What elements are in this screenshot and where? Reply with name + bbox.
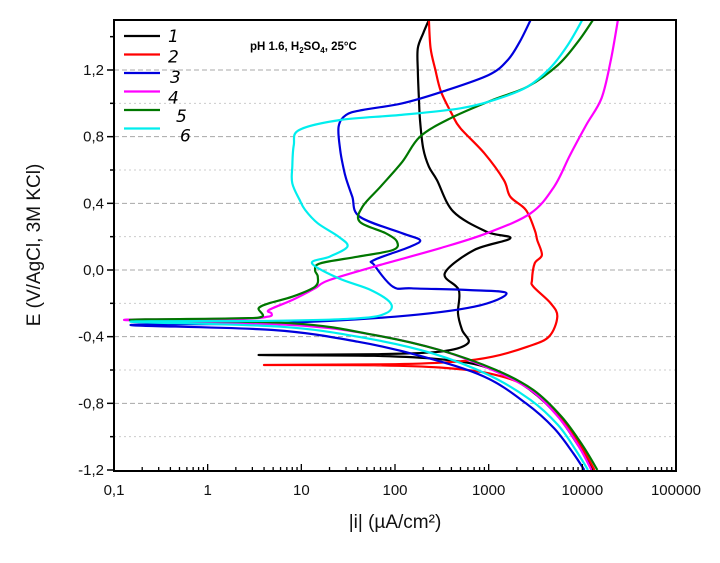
- x-axis: 0,1 1 10 100 1000 10000 100000: [104, 464, 701, 499]
- x-tick-label: 100: [382, 482, 407, 499]
- legend-label-5: 5: [176, 107, 187, 127]
- y-tick-label: -0,8: [78, 395, 104, 412]
- series-line-3: [129, 20, 586, 471]
- x-tick-label: 100000: [651, 482, 701, 499]
- x-tick-label: 10000: [561, 482, 603, 499]
- x-tick-label: 1: [203, 482, 211, 499]
- annotation-part: SO: [304, 41, 321, 53]
- y-tick-label: 0,4: [83, 195, 104, 212]
- conditions-annotation: pH 1.6, H2SO4, 25°C: [250, 41, 357, 55]
- series-line-4: [123, 20, 619, 471]
- annotation-subscript: 4: [320, 46, 325, 55]
- y-tick-label: 0,0: [83, 262, 104, 279]
- y-tick-label: -0,4: [78, 329, 104, 346]
- x-tick-label: 0,1: [104, 482, 125, 499]
- series-line-6: [129, 20, 589, 471]
- x-axis-title: |i| (µA/cm²): [349, 512, 442, 533]
- annotation-subscript: 2: [299, 46, 304, 55]
- legend-label-2: 2: [168, 48, 179, 68]
- y-axis: -1,2 -0,8 -0,4 0,0 0,4 0,8 1,2: [78, 35, 114, 479]
- legend-label-6: 6: [180, 127, 191, 147]
- y-tick-label: 0,8: [83, 129, 104, 146]
- series-line-5: [129, 20, 599, 471]
- y-tick-label: 1,2: [83, 62, 104, 79]
- annotation-part: , 25°C: [325, 41, 357, 53]
- legend-label-1: 1: [168, 27, 179, 47]
- series-line-1: [257, 20, 594, 471]
- series-layer: [123, 20, 619, 471]
- y-axis-title: E (V/AgCl, 3M KCl): [24, 164, 45, 327]
- series-line-2: [262, 20, 596, 471]
- annotation-part: pH 1.6, H: [250, 41, 299, 53]
- y-tick-label: -1,2: [78, 462, 104, 479]
- x-tick-label: 10: [293, 482, 310, 499]
- x-tick-label: 1000: [472, 482, 505, 499]
- legend-label-3: 3: [170, 68, 181, 88]
- legend-label-4: 4: [168, 89, 179, 109]
